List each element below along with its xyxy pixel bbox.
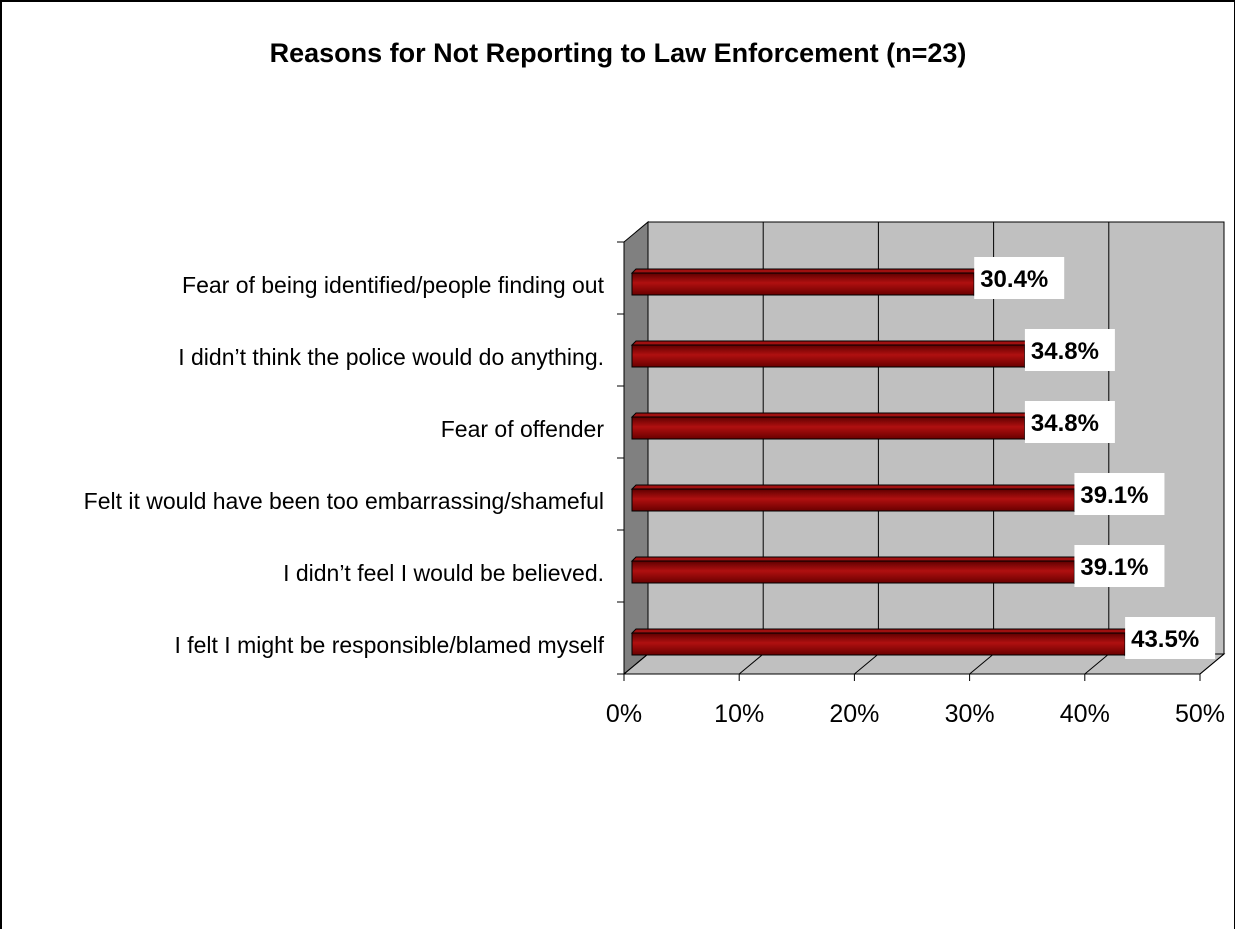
bar-top-face [630,412,1031,418]
data-label: 43.5% [1131,626,1199,653]
data-label-box [1074,545,1165,587]
x-tick-label: 20% [829,700,879,728]
data-label-box [1125,617,1216,659]
bar [631,344,1026,368]
bar [631,488,1075,512]
data-label: 34.8% [1031,410,1099,437]
category-label: Fear of offender [441,416,605,442]
data-label: 39.1% [1080,482,1148,509]
bar [631,272,975,296]
floor-gridline [1199,653,1225,675]
floor-gridline [854,653,879,675]
data-label-box [974,257,1065,299]
floor-gridline [738,653,764,675]
bar-top-face [630,556,1080,562]
data-label-box [1024,401,1115,443]
x-tick-label: 10% [714,700,764,728]
floor-gridline [969,653,994,675]
data-label: 39.1% [1080,554,1148,581]
bar-top-face [630,268,980,274]
chart-title: Reasons for Not Reporting to Law Enforce… [269,38,967,68]
data-label-box [1024,329,1115,371]
x-tick-label: 0% [606,700,642,728]
data-label: 34.8% [1031,338,1099,365]
x-tick-label: 40% [1060,700,1110,728]
category-label: I felt I might be responsible/blamed mys… [174,632,604,658]
bar-top-face [630,484,1080,490]
category-label: I didn’t think the police would do anyth… [178,344,604,370]
category-label: Fear of being identified/people finding … [182,272,605,298]
x-tick-label: 30% [945,700,995,728]
bar-top-face [630,340,1031,346]
category-label: Felt it would have been too embarrassing… [84,488,604,514]
bar [631,416,1026,440]
bar-top-face [630,628,1131,634]
data-label-box [1074,473,1165,515]
floor-gridline [623,653,649,675]
category-label: I didn’t feel I would be believed. [283,560,604,586]
x-tick-label: 50% [1175,700,1225,728]
bar [631,560,1075,584]
data-label: 30.4% [980,266,1048,293]
floor-gridline [1084,653,1110,675]
bar [631,632,1126,656]
